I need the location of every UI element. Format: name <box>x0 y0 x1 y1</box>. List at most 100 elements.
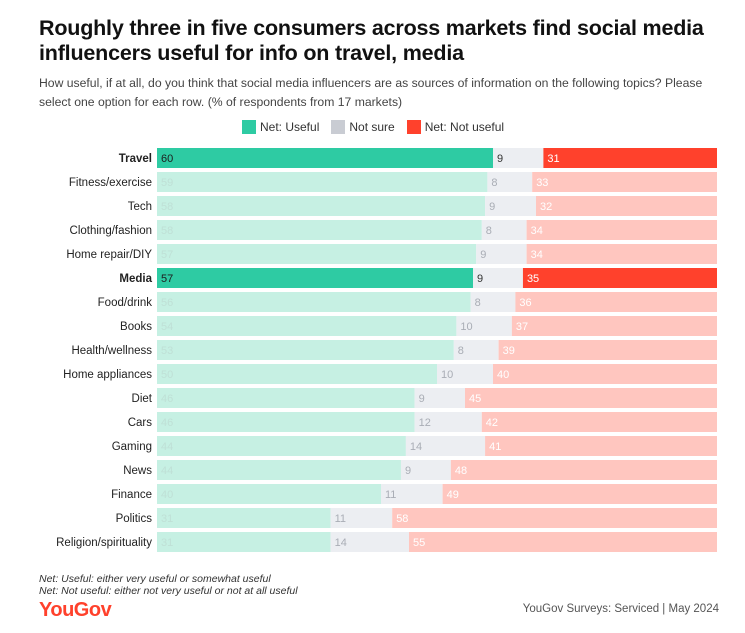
value-label-useful: 56 <box>161 297 173 309</box>
bar-not-useful <box>465 388 717 408</box>
value-label-useful: 58 <box>161 225 173 237</box>
value-label-not-sure: 9 <box>497 153 503 165</box>
category-label: Gaming <box>112 441 152 453</box>
bar-useful <box>157 244 477 264</box>
value-label-useful: 59 <box>161 177 173 189</box>
value-label-useful: 46 <box>161 417 173 429</box>
value-label-not-useful: 58 <box>396 513 408 525</box>
value-label-not-sure: 8 <box>475 297 481 309</box>
legend-label-useful: Net: Useful <box>260 120 320 134</box>
legend-swatch-useful <box>242 120 256 134</box>
bar-not-useful <box>493 364 717 384</box>
bar-not-sure <box>485 196 536 216</box>
legend-swatch-not-sure <box>331 120 346 134</box>
bar-not-sure <box>414 412 482 432</box>
bar-not-useful <box>442 484 717 504</box>
value-label-useful: 50 <box>161 369 173 381</box>
value-label-not-useful: 36 <box>519 297 531 309</box>
bar-useful <box>157 268 474 288</box>
bar-useful <box>157 148 493 168</box>
bar-not-sure <box>381 484 443 504</box>
bar-not-useful <box>535 196 717 216</box>
value-label-not-sure: 9 <box>477 273 483 285</box>
bar-not-useful <box>481 412 717 432</box>
bar-useful <box>157 388 415 408</box>
stacked-bar-chart: Travel 60 9 31 Fitness/exercise 59 8 33 Tech 58 9 3… <box>56 148 717 552</box>
legend-item-useful: Net: Useful <box>242 120 319 134</box>
bar-not-useful <box>526 220 717 240</box>
value-label-not-useful: 37 <box>516 321 528 333</box>
value-label-useful: 31 <box>161 537 173 549</box>
bar-not-useful <box>498 340 717 360</box>
category-label: Fitness/exercise <box>69 177 152 189</box>
value-label-not-useful: 48 <box>455 465 467 477</box>
value-label-useful: 40 <box>161 489 173 501</box>
value-label-not-useful: 41 <box>489 441 501 453</box>
bar-not-sure <box>400 460 451 480</box>
value-label-useful: 46 <box>161 393 173 405</box>
category-label: Diet <box>132 393 153 405</box>
value-label-not-useful: 34 <box>531 249 543 261</box>
value-label-not-useful: 33 <box>536 177 548 189</box>
bar-not-sure <box>481 220 527 240</box>
value-label-useful: 53 <box>161 345 173 357</box>
value-label-not-sure: 10 <box>460 321 472 333</box>
legend-label-not-useful: Net: Not useful <box>424 120 505 134</box>
category-label: Religion/spirituality <box>56 537 152 549</box>
chart-title: Roughly three in five consumers across m… <box>39 16 704 65</box>
legend-swatch-not-useful <box>406 120 421 134</box>
footnote-not-useful: Net: Not useful: either not very useful … <box>39 585 298 597</box>
value-label-not-sure: 9 <box>405 465 411 477</box>
value-label-not-useful: 55 <box>413 537 425 549</box>
bar-not-sure <box>330 508 393 528</box>
category-label: Health/wellness <box>71 345 152 357</box>
bar-useful <box>157 316 457 336</box>
value-label-useful: 58 <box>161 201 173 213</box>
category-label: Food/drink <box>98 297 153 309</box>
bar-useful <box>157 196 486 216</box>
chart-subtitle: How useful, if at all, do you think that… <box>39 76 703 109</box>
value-label-not-sure: 9 <box>419 393 425 405</box>
bar-not-useful <box>450 460 717 480</box>
bar-not-useful <box>522 268 717 288</box>
legend-item-not-sure: Not sure <box>331 120 395 134</box>
category-label: Travel <box>119 153 152 165</box>
value-label-not-sure: 8 <box>486 225 492 237</box>
value-label-useful: 31 <box>161 513 173 525</box>
category-label: Home repair/DIY <box>66 249 152 261</box>
bar-useful <box>157 436 406 456</box>
bar-useful <box>157 484 381 504</box>
value-label-not-useful: 40 <box>497 369 509 381</box>
bar-useful <box>157 340 454 360</box>
bar-useful <box>157 412 415 432</box>
footnote-useful: Net: Useful: either very useful or somew… <box>39 573 271 585</box>
bar-not-sure <box>437 364 493 384</box>
value-label-not-sure: 12 <box>419 417 431 429</box>
bar-useful <box>157 220 482 240</box>
bar-useful <box>157 532 331 552</box>
category-label: Clothing/fashion <box>70 225 152 237</box>
category-label: Books <box>120 321 152 333</box>
value-label-not-useful: 49 <box>447 489 459 501</box>
value-label-not-sure: 9 <box>489 201 495 213</box>
value-label-not-sure: 10 <box>441 369 453 381</box>
value-label-not-sure: 14 <box>335 537 347 549</box>
bar-useful <box>157 172 488 192</box>
yougov-logo: YouGov <box>39 599 112 621</box>
value-label-not-sure: 8 <box>491 177 497 189</box>
bar-useful <box>157 292 471 312</box>
category-label: Home appliances <box>63 369 152 381</box>
category-label: Media <box>119 273 152 285</box>
value-label-not-useful: 34 <box>531 225 543 237</box>
value-label-not-sure: 14 <box>410 441 422 453</box>
value-label-not-sure: 8 <box>458 345 464 357</box>
value-label-not-sure: 9 <box>480 249 486 261</box>
value-label-not-sure: 11 <box>385 489 396 501</box>
bar-not-sure <box>330 532 409 552</box>
bar-not-sure <box>476 244 527 264</box>
bar-not-sure <box>493 148 544 168</box>
bar-not-sure <box>470 292 516 312</box>
category-label: Cars <box>128 417 153 429</box>
value-label-useful: 44 <box>161 441 173 453</box>
legend-item-not-useful: Net: Not useful <box>406 120 505 134</box>
